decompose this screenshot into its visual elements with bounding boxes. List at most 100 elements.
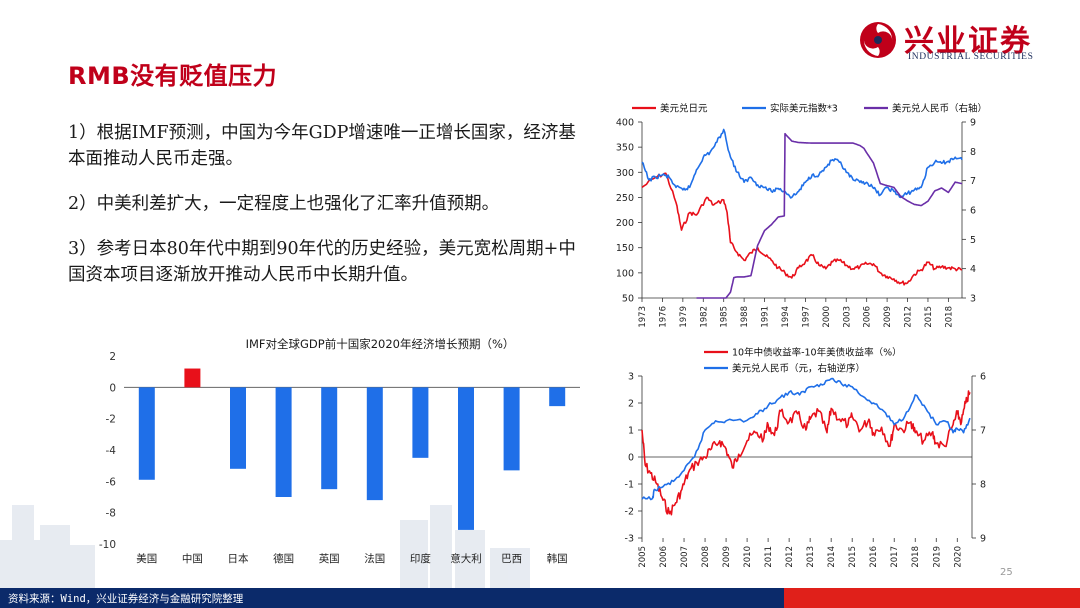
left-tick-label: 250: [616, 193, 634, 204]
x-tick-label: 2008: [701, 546, 711, 568]
x-tick-label: 2000: [822, 306, 832, 328]
x-tick-label: 2003: [842, 306, 852, 328]
left-tick-label: 3: [628, 372, 634, 383]
y-tick-label: -6: [106, 476, 117, 488]
x-tick-label: 1997: [801, 306, 811, 328]
y-tick-label: -10: [99, 539, 116, 551]
left-tick-label: -3: [625, 534, 634, 545]
x-tick-label: 2017: [890, 546, 900, 568]
bar-chart-title: IMF对全球GDP前十国家2020年经济增长预期（%）: [246, 337, 515, 351]
legend-label-3: 美元兑人民币（右轴）: [892, 103, 987, 115]
left-tick-label: -1: [625, 480, 634, 491]
x-tick-label: 2012: [785, 546, 795, 568]
left-tick-label: 150: [616, 243, 634, 254]
bar-10: [549, 387, 566, 407]
source-note: 资料来源：Wind，兴业证券经济与金融研究院整理: [8, 593, 244, 605]
x-tick-label: 日本: [228, 552, 249, 565]
brand-subtitle: INDUSTRIAL SECURITIES: [908, 52, 1034, 62]
bar-7: [412, 387, 429, 458]
right-tick-label: 8: [980, 480, 986, 491]
x-tick-label: 巴西: [501, 553, 522, 565]
fx-history-line-chart: 美元兑日元 实际美元指数*3 美元兑人民币（右轴）40035030025020015…: [616, 103, 987, 328]
yield-spread-line-chart: 10年中债收益率-10年美债收益率（%） 美元兑人民币（元，右轴逆序） 3 2 1 0 -1…: [625, 347, 987, 568]
x-tick-label: 2018: [911, 546, 921, 568]
left-tick-label: 300: [616, 168, 634, 179]
left-tick-label: 1: [628, 426, 634, 437]
left-tick-label: 50: [622, 294, 634, 305]
legend-label-2: 实际美元指数*3: [770, 103, 838, 115]
footer-bar: 资料来源：Wind，兴业证券经济与金融研究院整理: [0, 588, 1080, 608]
x-tick-label: 1994: [781, 306, 791, 328]
bar-5: [321, 387, 338, 490]
bar-8: [458, 387, 474, 530]
gdp-forecast-bar-chart: IMF对全球GDP前十国家2020年经济增长预期（%） 2 0 -2 -4 -6 -8 -10…: [99, 337, 580, 565]
x-tick-label: 2013: [806, 546, 816, 568]
left-tick-label: 2: [628, 399, 634, 410]
x-tick-label: 2016: [869, 546, 879, 568]
series-line-2: [641, 377, 971, 501]
bullet-3: 3）参考日本80年代中期到90年代的历史经验，美元宽松周期+中国资本项目逐渐放开…: [68, 239, 576, 285]
bullet-1: 1）根据IMF预测，中国为今年GDP增速唯一正增长国家，经济基本面推动人民币走强…: [68, 123, 576, 169]
y-tick-label: -8: [106, 508, 116, 520]
brand-name: 兴业证券: [904, 24, 1032, 59]
x-tick-label: 法国: [364, 552, 385, 565]
y-tick-label: -2: [106, 414, 116, 426]
x-tick-label: 2007: [680, 546, 690, 568]
page-title: RMB没有贬值压力: [68, 62, 278, 90]
x-tick-label: 1979: [679, 306, 689, 328]
series-line-3: [696, 132, 963, 299]
x-tick-label: 2006: [863, 306, 873, 328]
bar-9: [503, 387, 520, 471]
x-tick-label: 2015: [924, 306, 934, 328]
bar-3: [230, 387, 246, 469]
left-tick-label: -2: [625, 507, 634, 518]
x-tick-label: 2005: [638, 546, 648, 568]
y-tick-label: -4: [106, 445, 117, 457]
right-tick-label: 7: [970, 176, 976, 187]
right-tick-label: 8: [970, 147, 976, 158]
right-tick-label: 6: [970, 206, 976, 217]
x-tick-label: 1982: [699, 306, 709, 328]
bullet-list: 1）根据IMF预测，中国为今年GDP增速唯一正增长国家，经济基本面推动人民币走强…: [68, 120, 588, 307]
x-tick-label: 1973: [638, 306, 648, 328]
x-tick-label: 2009: [883, 306, 893, 328]
left-tick-label: 400: [616, 118, 634, 129]
right-tick-label: 3: [970, 294, 976, 305]
page-number: 25: [1000, 567, 1013, 578]
right-tick-label: 4: [970, 264, 976, 275]
right-tick-label: 9: [970, 118, 976, 129]
footer-red-band: [784, 588, 1080, 608]
x-tick-label: 1988: [740, 306, 750, 328]
right-tick-label: 7: [980, 426, 986, 437]
bar-4: [275, 387, 292, 497]
bullet-2: 2）中美利差扩大，一定程度上也强化了汇率升值预期。: [68, 194, 500, 214]
x-tick-label: 2014: [827, 546, 837, 568]
x-tick-label: 2011: [764, 546, 774, 568]
x-tick-label: 德国: [273, 552, 294, 565]
brand-swirl-icon: [860, 22, 896, 58]
legend-label-1: 10年中债收益率-10年美债收益率（%）: [732, 347, 902, 359]
left-tick-label: 200: [616, 218, 634, 229]
x-tick-label: 意大利: [450, 552, 482, 565]
x-tick-label: 1976: [658, 306, 668, 328]
x-tick-label: 2019: [932, 546, 942, 568]
x-tick-label: 中国: [182, 552, 203, 565]
legend-label-2: 美元兑人民币（元，右轴逆序）: [732, 363, 865, 375]
footer-blue-band: [0, 588, 784, 608]
x-tick-label: 印度: [410, 552, 431, 565]
x-tick-label: 2006: [659, 546, 669, 568]
bar-1: [138, 387, 155, 480]
y-tick-label: 0: [109, 382, 116, 394]
x-tick-label: 美国: [136, 552, 157, 565]
x-tick-label: 1991: [761, 306, 771, 328]
right-tick-label: 5: [970, 235, 976, 246]
x-tick-label: 韩国: [547, 552, 568, 565]
series-line-1: [641, 172, 963, 286]
x-tick-label: 2020: [953, 546, 963, 568]
series-line-2: [641, 128, 963, 199]
series-line-1: [641, 390, 971, 516]
x-tick-label: 2015: [848, 546, 858, 568]
x-tick-label: 2012: [904, 306, 914, 328]
x-tick-label: 2009: [722, 546, 732, 568]
legend-label-1: 美元兑日元: [660, 103, 708, 115]
